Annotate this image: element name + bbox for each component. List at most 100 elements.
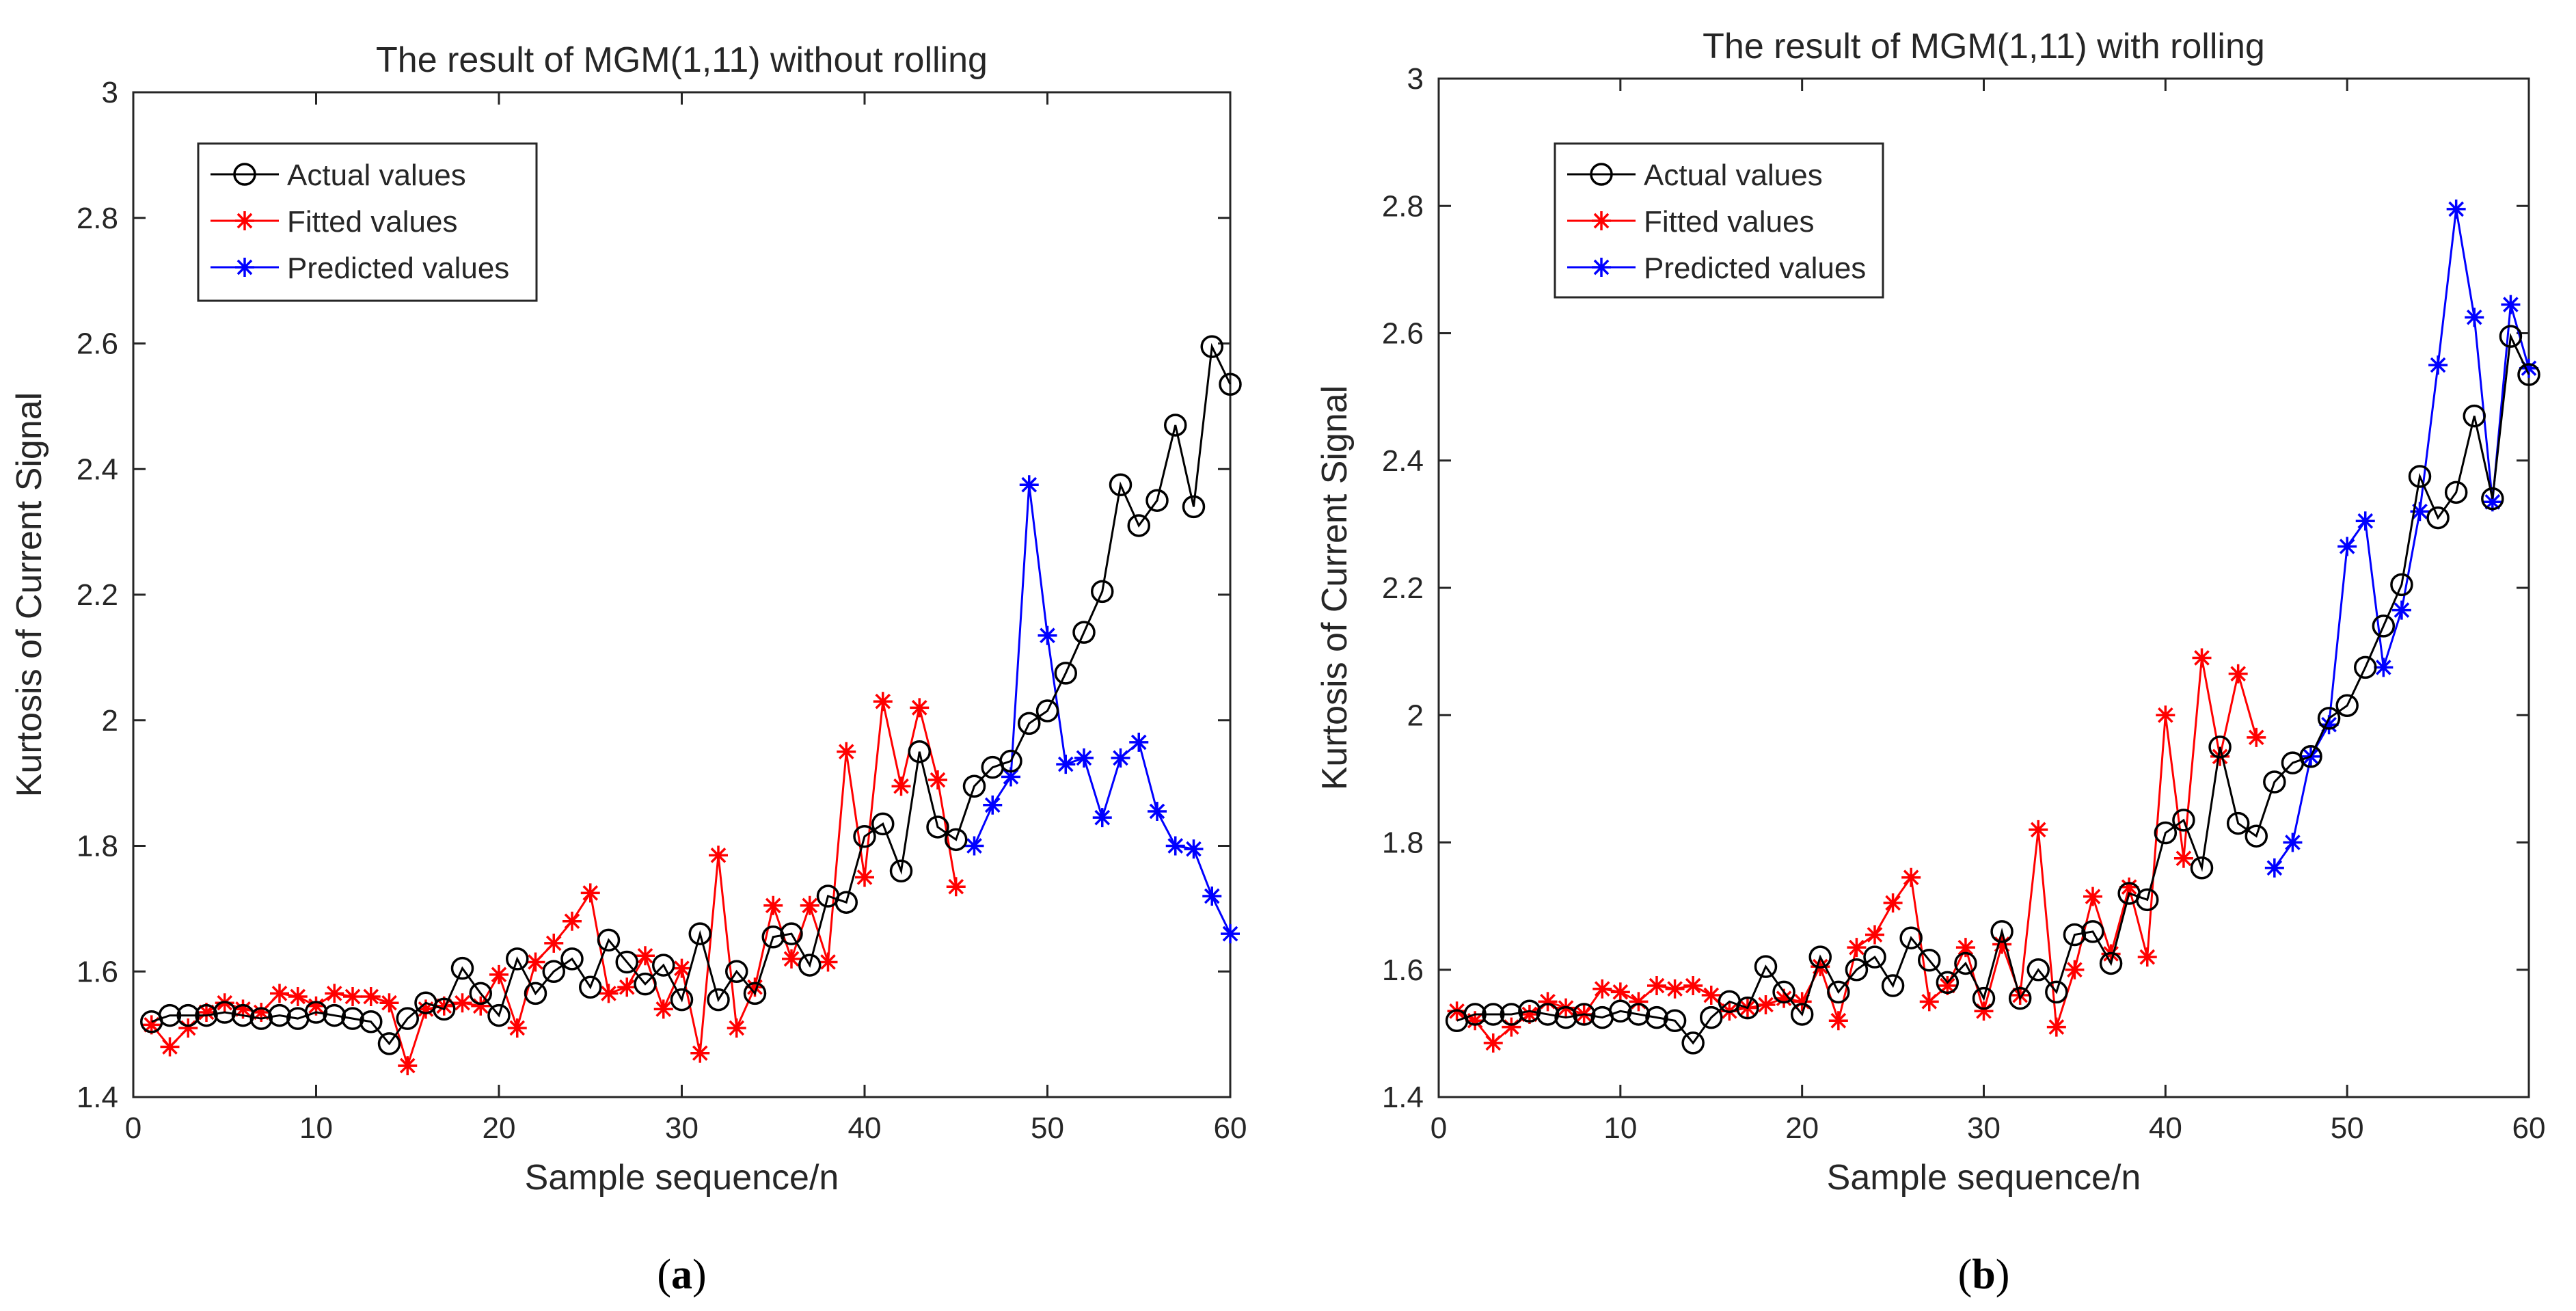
data-point [2444, 481, 2468, 504]
data-point [910, 698, 930, 718]
data-point [2410, 502, 2430, 522]
x-tick-label: 30 [665, 1111, 699, 1145]
chart-panel-1: 0 10 20 30 40 50 60 1.4 1.6 1.8 2 2.2 2.4 2.6 2.8 3 The … [10, 40, 1247, 1298]
data-point [889, 859, 913, 882]
data-point [855, 867, 874, 887]
data-point [798, 954, 822, 977]
data-point [1918, 949, 1941, 972]
data-point [634, 972, 657, 996]
x-tick-label: 0 [125, 1111, 141, 1145]
data-point [853, 824, 876, 848]
data-point [233, 999, 253, 1019]
data-point [1536, 1003, 1560, 1026]
y-tick-label: 2 [102, 704, 118, 738]
data-point [1038, 625, 1057, 645]
data-point [2463, 404, 2486, 428]
y-axis-label: Kurtosis of Current Signal [10, 392, 49, 798]
y-tick-label: 1.8 [1382, 826, 1424, 860]
data-point [2136, 888, 2159, 912]
legend-marker [1592, 258, 1611, 277]
data-point [360, 1010, 383, 1033]
data-point [396, 1007, 419, 1030]
y-tick-label: 3 [102, 76, 118, 109]
data-point [926, 815, 949, 839]
data-point [1519, 1004, 1539, 1024]
data-point [2374, 658, 2394, 677]
x-tick-label: 40 [848, 1111, 882, 1145]
data-point [1645, 1005, 1668, 1029]
data-point [1701, 986, 1721, 1005]
data-point [891, 776, 911, 796]
data-point [1200, 335, 1223, 358]
data-point [653, 999, 673, 1019]
data-point [524, 982, 547, 1005]
data-point [2045, 980, 2068, 1004]
data-point [1518, 999, 1541, 1023]
data-point [2263, 770, 2286, 794]
data-point [1127, 514, 1150, 537]
legend-item: Fitted values [211, 205, 457, 239]
data-point [2156, 705, 2175, 725]
data-point [252, 1002, 271, 1022]
series-predicted-values [964, 475, 1240, 944]
data-point [1019, 475, 1039, 495]
data-point [1792, 992, 1812, 1012]
data-point [1774, 988, 1794, 1008]
data-point [928, 770, 947, 790]
data-point [2065, 960, 2085, 979]
data-point [1847, 938, 1867, 958]
data-point [2026, 958, 2050, 982]
data-point [197, 1002, 216, 1022]
data-point [379, 993, 399, 1013]
data-point [2083, 887, 2102, 906]
x-tick-label: 20 [483, 1111, 516, 1145]
legend-label: Fitted values [1644, 205, 1814, 239]
data-point [2482, 492, 2502, 512]
data-point [1482, 1003, 1505, 1026]
x-tick-label: 0 [1431, 1111, 1447, 1145]
data-point [709, 846, 728, 865]
data-point [1056, 755, 1076, 774]
data-point [1647, 976, 1666, 996]
data-point [1681, 1031, 1705, 1055]
data-point [599, 984, 619, 1003]
data-point [761, 925, 785, 949]
data-point [1936, 971, 1960, 995]
data-point [377, 1032, 401, 1055]
data-point [507, 1018, 527, 1038]
data-point [2264, 858, 2284, 878]
data-point [1901, 867, 1921, 887]
y-tick-label: 2.4 [1382, 444, 1424, 478]
data-point [1790, 1003, 1814, 1026]
data-point [2099, 951, 2123, 975]
data-point [871, 812, 895, 836]
data-point [231, 1003, 255, 1027]
chart-panel-2: 0 10 20 30 40 50 60 1.4 1.6 1.8 2 2.2 2.4 2.6 2.8 3 The … [1315, 27, 2545, 1298]
x-tick-label: 50 [2331, 1111, 2364, 1145]
data-point [1881, 974, 1905, 997]
data-point [562, 911, 582, 931]
data-point [160, 1037, 180, 1057]
data-point [707, 988, 730, 1012]
x-axis-label: Sample sequence/n [1827, 1158, 2141, 1198]
data-point [1700, 1005, 1723, 1029]
data-point [1502, 1017, 1521, 1037]
data-point [2299, 745, 2322, 768]
data-point [1035, 699, 1059, 722]
x-tick-label: 30 [1967, 1111, 2001, 1145]
y-tick-label: 2 [1407, 699, 1424, 732]
data-point [2465, 308, 2484, 327]
data-point [506, 947, 529, 971]
panel-label: (a) [657, 1252, 706, 1298]
data-point [690, 1043, 710, 1063]
data-point [2354, 656, 2377, 679]
data-point [288, 987, 308, 1006]
data-point [2337, 537, 2357, 556]
legend-label: Predicted values [1644, 252, 1866, 285]
legend-marker [235, 258, 254, 277]
data-point [2355, 511, 2375, 531]
data-point [325, 984, 344, 1003]
y-tick-label: 3 [1407, 62, 1424, 96]
data-point [1465, 1011, 1485, 1031]
